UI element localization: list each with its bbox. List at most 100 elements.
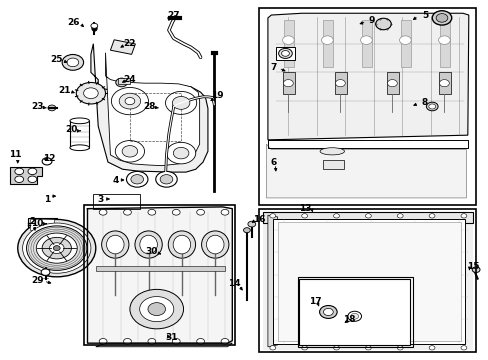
Circle shape bbox=[471, 267, 479, 273]
Text: 4: 4 bbox=[112, 176, 118, 185]
Circle shape bbox=[53, 246, 60, 251]
Bar bbox=[110, 40, 135, 54]
Circle shape bbox=[321, 36, 332, 44]
Circle shape bbox=[396, 214, 402, 218]
Circle shape bbox=[428, 214, 434, 218]
Text: 10: 10 bbox=[31, 219, 43, 228]
Circle shape bbox=[365, 346, 370, 350]
Circle shape bbox=[333, 346, 339, 350]
Text: 1: 1 bbox=[44, 195, 50, 204]
Circle shape bbox=[387, 80, 396, 87]
Bar bbox=[438, 72, 450, 94]
Circle shape bbox=[116, 78, 127, 87]
Ellipse shape bbox=[70, 145, 89, 150]
Bar bbox=[386, 72, 398, 94]
Circle shape bbox=[126, 171, 148, 187]
Circle shape bbox=[42, 158, 52, 165]
Circle shape bbox=[375, 18, 390, 30]
Circle shape bbox=[365, 214, 370, 218]
Circle shape bbox=[221, 210, 228, 215]
Circle shape bbox=[62, 54, 83, 70]
Text: 21: 21 bbox=[58, 86, 70, 95]
Circle shape bbox=[333, 214, 339, 218]
Circle shape bbox=[99, 338, 107, 344]
Text: 13: 13 bbox=[299, 204, 311, 213]
Bar bbox=[299, 279, 409, 345]
Circle shape bbox=[99, 210, 107, 215]
Circle shape bbox=[130, 289, 183, 329]
Bar bbox=[93, 194, 140, 209]
Bar bbox=[277, 222, 460, 341]
Circle shape bbox=[360, 36, 371, 44]
Text: 25: 25 bbox=[50, 55, 63, 64]
Ellipse shape bbox=[320, 148, 344, 155]
Circle shape bbox=[301, 214, 307, 218]
Circle shape bbox=[243, 228, 250, 233]
Circle shape bbox=[428, 104, 435, 109]
Text: 9: 9 bbox=[367, 16, 374, 25]
Circle shape bbox=[41, 269, 50, 275]
Bar bbox=[298, 277, 412, 347]
Bar bbox=[96, 266, 224, 271]
Text: 31: 31 bbox=[165, 333, 177, 342]
Circle shape bbox=[399, 36, 410, 44]
Ellipse shape bbox=[106, 235, 124, 254]
Text: 2: 2 bbox=[29, 217, 36, 226]
Bar bbox=[439, 21, 449, 67]
Circle shape bbox=[156, 171, 177, 187]
Bar bbox=[118, 78, 130, 84]
Text: 12: 12 bbox=[43, 154, 56, 163]
Circle shape bbox=[15, 168, 23, 175]
Circle shape bbox=[173, 147, 188, 159]
Circle shape bbox=[172, 338, 180, 344]
Circle shape bbox=[283, 80, 293, 87]
Circle shape bbox=[221, 338, 228, 344]
Ellipse shape bbox=[168, 231, 195, 258]
Polygon shape bbox=[263, 212, 472, 223]
Bar bbox=[322, 160, 344, 169]
Circle shape bbox=[396, 346, 402, 350]
Bar bbox=[27, 218, 57, 232]
Circle shape bbox=[172, 210, 180, 215]
Text: 14: 14 bbox=[228, 279, 241, 288]
Circle shape bbox=[431, 11, 451, 25]
Bar bbox=[70, 121, 89, 148]
Text: 23: 23 bbox=[31, 102, 43, 111]
Ellipse shape bbox=[140, 235, 157, 254]
Polygon shape bbox=[10, 167, 42, 184]
Circle shape bbox=[269, 214, 275, 218]
Bar bbox=[83, 205, 234, 345]
Polygon shape bbox=[267, 13, 468, 140]
Circle shape bbox=[282, 36, 294, 44]
Circle shape bbox=[460, 346, 466, 350]
Text: 26: 26 bbox=[67, 18, 80, 27]
Text: 7: 7 bbox=[270, 63, 276, 72]
Text: 15: 15 bbox=[467, 262, 479, 271]
Circle shape bbox=[165, 91, 196, 114]
Text: 19: 19 bbox=[211, 91, 224, 100]
Bar bbox=[400, 21, 410, 67]
Bar bbox=[334, 72, 346, 94]
Circle shape bbox=[172, 96, 189, 109]
Circle shape bbox=[28, 176, 37, 183]
Polygon shape bbox=[91, 44, 207, 172]
Circle shape bbox=[115, 140, 144, 162]
Circle shape bbox=[301, 346, 307, 350]
Bar bbox=[30, 220, 54, 230]
Circle shape bbox=[196, 338, 204, 344]
Ellipse shape bbox=[173, 235, 190, 254]
Polygon shape bbox=[266, 144, 466, 198]
Circle shape bbox=[123, 210, 131, 215]
Polygon shape bbox=[105, 53, 199, 166]
Circle shape bbox=[148, 303, 165, 316]
Text: 11: 11 bbox=[9, 150, 21, 159]
Circle shape bbox=[460, 214, 466, 218]
Circle shape bbox=[160, 175, 172, 184]
Text: 24: 24 bbox=[123, 75, 136, 84]
Bar bbox=[259, 8, 475, 205]
Ellipse shape bbox=[201, 231, 228, 258]
Circle shape bbox=[426, 102, 437, 111]
Text: 27: 27 bbox=[167, 10, 180, 19]
Circle shape bbox=[18, 220, 96, 277]
Circle shape bbox=[347, 311, 361, 321]
